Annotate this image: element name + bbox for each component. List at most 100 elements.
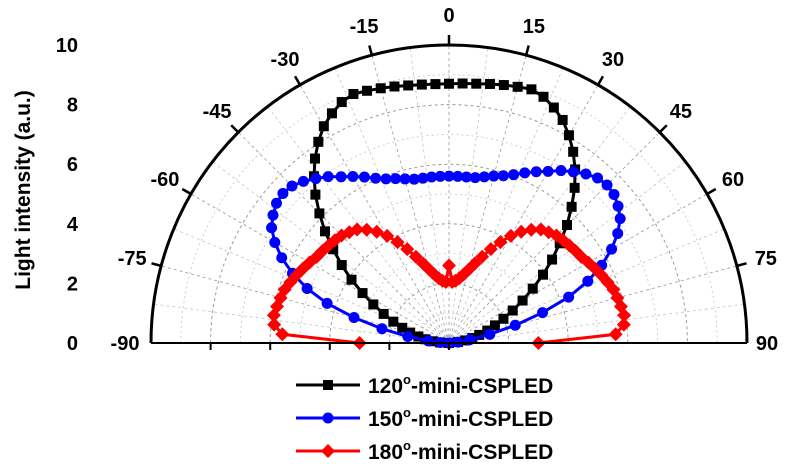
angular-gridline (409, 47, 450, 344)
data-point (402, 330, 414, 342)
data-point (319, 226, 330, 237)
data-point (368, 299, 379, 310)
angle-tick-label: -60 (150, 169, 179, 191)
radial-tick-label: 2 (67, 273, 78, 295)
data-point (408, 173, 420, 185)
data-point (563, 130, 574, 141)
data-point (614, 213, 626, 225)
data-point (277, 187, 289, 199)
data-point (547, 254, 558, 265)
data-point (322, 412, 334, 424)
legend-label: 180o-mini-CSPLED (368, 438, 553, 464)
angle-tick-label: -90 (111, 333, 140, 355)
angular-gridline (267, 106, 450, 344)
data-point (469, 172, 481, 184)
data-point (389, 81, 400, 92)
data-point (498, 313, 509, 324)
data-point (617, 308, 632, 323)
data-point (612, 227, 624, 239)
data-point (517, 295, 528, 306)
data-point (380, 173, 392, 185)
data-point (301, 283, 313, 295)
angle-tick-label: 30 (602, 49, 624, 71)
angle-tick (706, 187, 717, 196)
data-point (336, 260, 347, 271)
data-point (323, 380, 333, 390)
polar-grid (151, 45, 747, 344)
data-point (350, 222, 365, 237)
data-point (370, 172, 382, 184)
angular-gridline (212, 161, 450, 344)
angle-tick-label: 75 (755, 248, 777, 270)
radial-tick-label: 4 (67, 214, 79, 236)
data-point (434, 170, 446, 182)
data-point (426, 171, 438, 183)
data-point (318, 121, 329, 132)
data-point (267, 317, 282, 332)
angular-gridline (153, 303, 450, 344)
radial-tick-label: 8 (67, 95, 78, 117)
data-point (524, 222, 539, 237)
data-point (430, 79, 441, 90)
data-point (313, 136, 324, 147)
radial-minor-gridline (240, 134, 658, 344)
data-point (422, 335, 434, 347)
data-point (310, 173, 322, 185)
data-point (563, 291, 575, 303)
data-point (509, 319, 521, 331)
data-point (416, 79, 427, 90)
data-point (321, 444, 335, 458)
radial-gridline (329, 223, 569, 344)
data-point (286, 180, 298, 192)
data-point (348, 312, 360, 324)
data-point (548, 102, 559, 113)
data-point (443, 170, 455, 182)
data-point (474, 329, 485, 340)
data-point (357, 288, 368, 299)
angular-gridline (237, 131, 450, 344)
series-line (312, 81, 577, 345)
radial-gridline (210, 104, 688, 344)
data-point (592, 172, 604, 184)
data-point (408, 249, 423, 264)
data-point (375, 83, 386, 94)
data-point (413, 331, 424, 342)
legend-item: 120o-mini-CSPLED (296, 372, 553, 398)
angle-tick-label: -15 (350, 16, 379, 38)
radial-minor-gridline (180, 74, 718, 344)
radial-tick-label: 0 (67, 333, 78, 355)
data-point (358, 171, 370, 183)
angular-gridline (190, 193, 450, 344)
data-point (457, 78, 468, 89)
legend-label: 150o-mini-CSPLED (368, 405, 553, 431)
data-point (503, 228, 518, 243)
angle-tick (368, 45, 374, 56)
series-layer (266, 78, 632, 350)
data-point (326, 108, 337, 119)
data-point (512, 81, 523, 92)
radial-tick-label: 10 (56, 35, 78, 57)
data-point (483, 242, 498, 257)
axis-layer: -90 -75 -60 -45 -30 -15 0 15 30 45 60 75 90 0 2 4 6 8 10 (56, 5, 778, 355)
y-axis-title: Light intensity (a.u.) (12, 90, 35, 290)
data-point (442, 258, 456, 273)
data-point (485, 78, 496, 89)
data-point (321, 297, 333, 309)
data-point (322, 171, 334, 183)
data-point (489, 320, 500, 331)
data-point (444, 78, 454, 89)
data-point (498, 80, 509, 91)
angular-gridline (448, 67, 564, 344)
data-point (601, 179, 613, 191)
angle-tick (230, 124, 240, 134)
data-point (362, 85, 373, 96)
data-point (417, 172, 429, 184)
data-point (567, 166, 579, 178)
angle-tick (658, 124, 668, 134)
data-point (582, 275, 594, 287)
data-point (380, 228, 395, 243)
data-point (399, 173, 411, 185)
angle-tick-label: 0 (443, 5, 454, 27)
data-point (519, 167, 531, 179)
data-point (378, 308, 389, 319)
